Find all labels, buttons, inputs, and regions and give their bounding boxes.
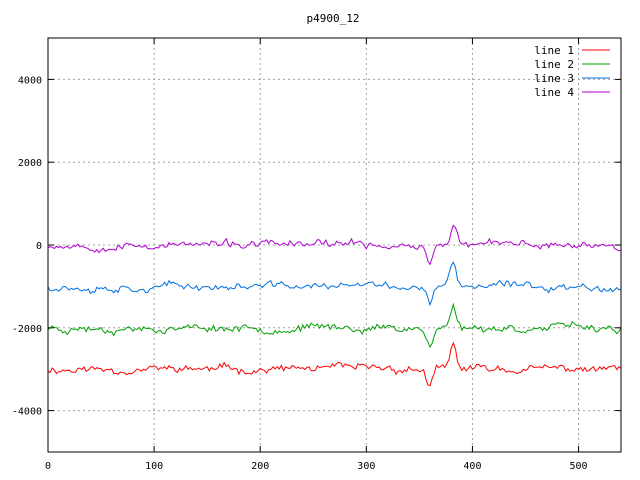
y-tick-label: 2000: [18, 158, 42, 169]
y-tick-label: 4000: [18, 75, 42, 86]
series-lines: [47, 224, 622, 387]
x-tick-label: 500: [570, 461, 588, 472]
series-line-2: [47, 302, 622, 349]
legend-label: line 4: [534, 86, 574, 99]
x-tick-label: 100: [145, 461, 163, 472]
series-line-1: [47, 341, 622, 387]
plot-frame: [47, 37, 622, 453]
x-tick-label: 300: [357, 461, 375, 472]
legend-label: line 3: [534, 72, 574, 85]
y-tick-label: 0: [36, 241, 42, 252]
legend-label: line 2: [534, 58, 574, 71]
x-tick-label: 400: [463, 461, 481, 472]
series-line-4: [47, 224, 622, 266]
y-tick-label: -2000: [12, 324, 42, 335]
y-axis-ticks: -4000 -2000 0 2000 4000: [12, 75, 621, 418]
x-tick-label: 0: [45, 461, 51, 472]
x-axis-ticks: 0 100 200 300 400 500: [45, 38, 588, 472]
y-tick-label: -4000: [12, 407, 42, 418]
x-tick-label: 200: [251, 461, 269, 472]
legend-label: line 1: [534, 44, 574, 57]
series-line-3: [47, 261, 622, 307]
chart-title: p4900_12: [307, 12, 360, 25]
